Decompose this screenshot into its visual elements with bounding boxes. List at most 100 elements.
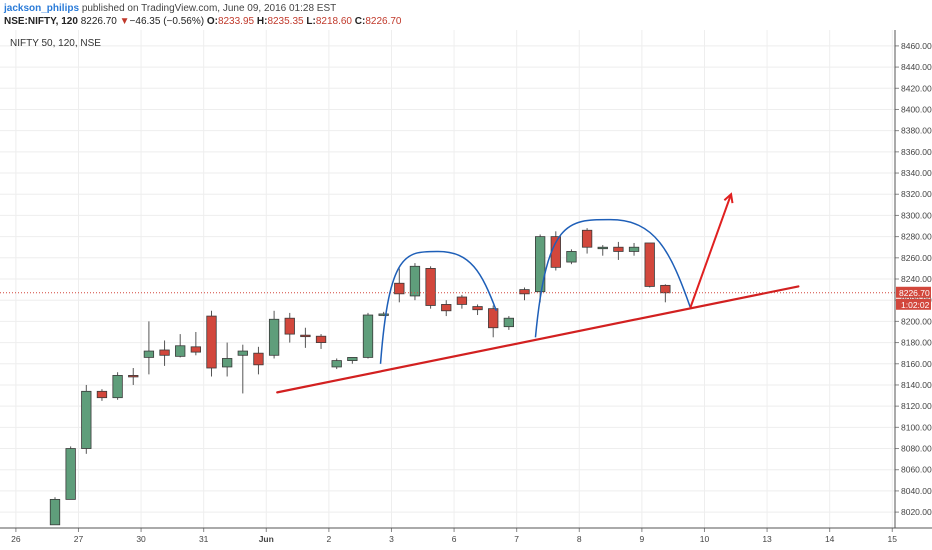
author-link[interactable]: jackson_philips [4, 3, 80, 14]
candle-body [347, 357, 358, 361]
price-tick-label: 8280.00 [901, 232, 932, 242]
price-tick-label: 8180.00 [901, 338, 932, 348]
candle-up [81, 384, 92, 454]
candle-body [112, 375, 123, 399]
candle-body [503, 317, 515, 328]
price-tick-label: 8300.00 [901, 210, 932, 220]
price-tick-label: 8400.00 [901, 104, 932, 114]
arrowhead-icon [723, 192, 734, 204]
low-label: L: [306, 16, 316, 27]
price-tick-label: 8240.00 [901, 274, 932, 284]
candle-down [441, 300, 452, 317]
time-tick-label: 9 [640, 534, 645, 544]
close-label: C: [354, 16, 366, 27]
candle-up [268, 310, 280, 359]
published-text: published on TradingView.com, June 09, 2… [81, 3, 337, 14]
candle-up [143, 321, 155, 375]
price-tick-label: 8160.00 [901, 359, 932, 369]
candle-body [237, 350, 248, 356]
candle-body [425, 268, 436, 306]
candle-body [519, 289, 530, 295]
last-price-value: 8226.70 [899, 288, 930, 298]
candle-up [566, 249, 577, 265]
candle-body [300, 334, 311, 338]
time-tick-label: 30 [136, 534, 146, 544]
pattern-arc [379, 250, 498, 364]
close-value: 8226.70 [365, 16, 402, 27]
candle-body [253, 352, 264, 366]
last-price-tag [896, 286, 931, 298]
candle-up [347, 357, 358, 364]
open-value: 8233.95 [217, 16, 255, 27]
candle-down [472, 304, 483, 316]
quote-line: NSE:NIFTY, 120 8226.70 ▼−46.35 (−0.56%) … [4, 15, 401, 28]
candle-up [503, 316, 515, 330]
candle-down [613, 241, 624, 260]
time-tick-label: 13 [762, 534, 772, 544]
candlestick-chart[interactable]: NIFTY 50, 120, NSE 8020.00 8040.00 8060.00… [0, 30, 932, 550]
candle-body [315, 335, 327, 343]
last-price: 8226.70 [80, 16, 117, 27]
high-label: H: [256, 16, 268, 27]
candle-body [175, 345, 186, 357]
candle-up [535, 234, 546, 303]
candle-body [488, 308, 499, 329]
time-tick-label: 3 [389, 534, 394, 544]
candle-body [268, 318, 280, 356]
price-axis[interactable]: 8020.00 8040.00 8060.00 8080.00 8100.00 8120.… [894, 30, 932, 528]
candle-body [472, 306, 483, 311]
candles-layer [49, 228, 671, 526]
time-tick-label: Jun [259, 534, 274, 544]
candle-down [315, 334, 327, 349]
candle-up [221, 342, 233, 377]
candle-down [206, 310, 217, 377]
symbol-label: NSE:NIFTY, 120 [4, 16, 78, 27]
down-arrow-icon: ▼ [119, 16, 130, 27]
candle-body [613, 246, 624, 252]
candle-body [49, 498, 61, 526]
time-tick-label: 26 [11, 534, 21, 544]
chart-title: NIFTY 50, 120, NSE [10, 38, 101, 49]
candle-down [96, 389, 108, 401]
price-tick-label: 8040.00 [901, 486, 932, 496]
price-tick-label: 8060.00 [901, 465, 932, 475]
time-axis[interactable]: 26 27 30 31 Jun 2 3 6 7 8 9 10 13 14 15 [0, 527, 932, 544]
candle-down [660, 284, 671, 303]
candle-body [159, 349, 170, 356]
candle-down [581, 228, 593, 254]
time-tick-label: 15 [888, 534, 898, 544]
candle-up [237, 344, 248, 394]
candle-body [535, 236, 546, 293]
time-tick-label: 7 [514, 534, 519, 544]
price-tick-label: 8260.00 [901, 253, 932, 263]
price-change: −46.35 (−0.56%) [129, 16, 205, 27]
candle-body [441, 304, 452, 312]
candle-body [644, 242, 655, 287]
candle-body [331, 360, 342, 368]
candle-down [128, 368, 139, 385]
candle-body [456, 296, 468, 305]
grid-lines [0, 30, 895, 528]
candle-body [284, 317, 295, 335]
candle-body [566, 251, 577, 263]
drawings-layer [0, 192, 895, 394]
countdown-value: 1:02:02 [901, 300, 930, 310]
time-tick-label: 14 [825, 534, 835, 544]
time-tick-label: 10 [700, 534, 710, 544]
candle-down [488, 305, 499, 338]
candle-body [65, 448, 76, 500]
high-value: 8235.35 [267, 16, 304, 27]
chart-header: jackson_philips published on TradingView… [0, 0, 932, 30]
time-tick-label: 31 [199, 534, 209, 544]
price-tick-label: 8080.00 [901, 444, 932, 454]
candle-body [128, 375, 139, 378]
candle-up [362, 312, 374, 359]
candle-up [49, 497, 61, 526]
candle-body [143, 350, 155, 358]
time-tick-label: 6 [452, 534, 457, 544]
candle-down [284, 312, 295, 343]
low-value: 8218.60 [315, 16, 352, 27]
candle-body [597, 246, 608, 250]
candle-body [581, 229, 593, 248]
candle-body [96, 390, 108, 399]
